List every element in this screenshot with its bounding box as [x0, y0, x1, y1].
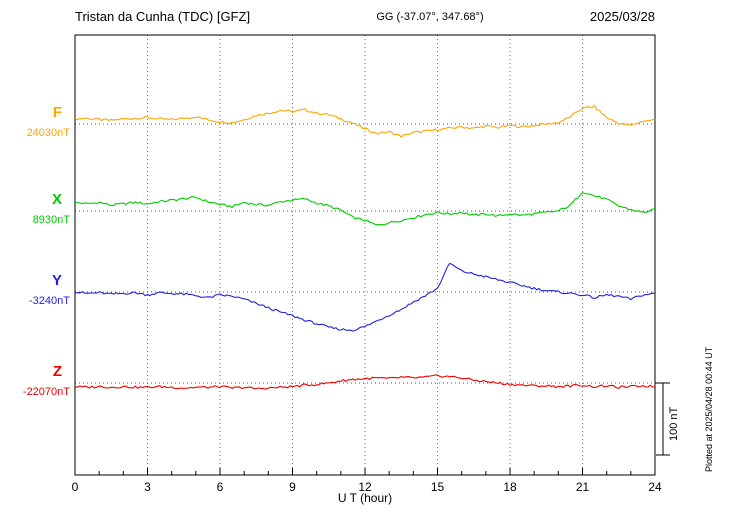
- component-baseline-value-X: 8930nT: [32, 214, 70, 226]
- x-tick-label: 21: [575, 480, 590, 494]
- component-letter-Y: Y: [51, 272, 62, 289]
- x-tick-label: 6: [216, 480, 224, 494]
- component-baseline-value-Y: -3240nT: [29, 295, 70, 307]
- geographic-coordinates: GG (-37.07°, 347.68°): [376, 11, 484, 23]
- plotted-at-note: Plotted at 2025/04/28 00:44 UT: [704, 346, 714, 472]
- trace-Y: [74, 262, 656, 332]
- component-letter-X: X: [51, 191, 62, 208]
- x-tick-label: 3: [144, 480, 151, 494]
- component-letter-Z: Z: [52, 363, 62, 380]
- component-baseline-value-F: 24030nT: [26, 127, 70, 139]
- x-axis-label: U T (hour): [337, 491, 393, 505]
- x-tick-label: 15: [430, 480, 445, 494]
- trace-X: [74, 191, 656, 226]
- plot-date: 2025/03/28: [589, 9, 655, 24]
- component-baseline-value-Z: -22070nT: [22, 386, 70, 398]
- scale-bar-label: 100 nT: [668, 406, 680, 441]
- station-title: Tristan da Cunha (TDC) [GFZ]: [75, 9, 251, 24]
- x-tick-label: 12: [358, 480, 372, 494]
- x-tick-label: 18: [503, 480, 517, 494]
- x-tick-label: 0: [71, 480, 79, 494]
- component-letter-F: F: [52, 104, 62, 121]
- x-tick-label: 9: [289, 480, 296, 494]
- trace-F: [74, 104, 656, 138]
- x-tick-label: 24: [648, 480, 662, 494]
- trace-Z: [74, 374, 656, 390]
